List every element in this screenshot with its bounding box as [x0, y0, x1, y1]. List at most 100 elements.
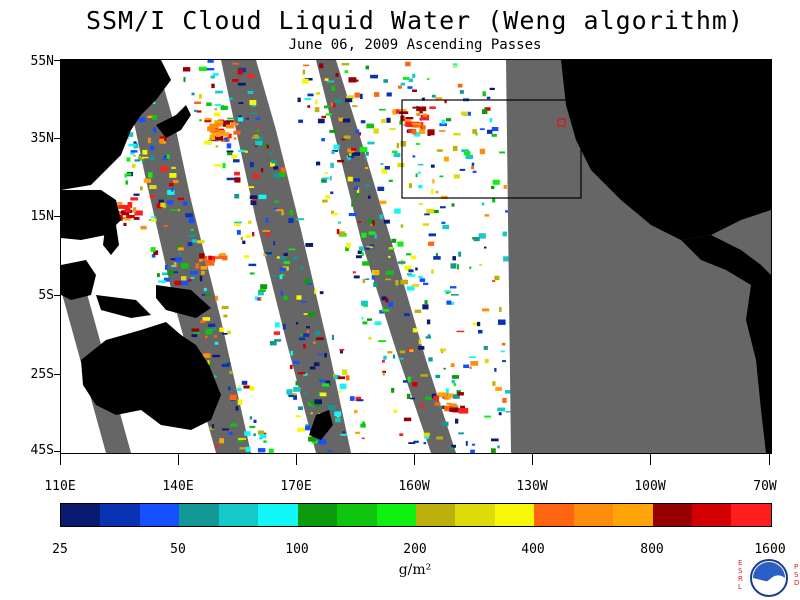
cloud-water-cell [406, 393, 411, 399]
cloud-water-cell [324, 172, 328, 175]
cloud-water-cell [297, 97, 301, 103]
colorbar-swatch [731, 504, 771, 526]
cloud-water-cell [440, 195, 448, 199]
cloud-water-cell [384, 166, 390, 170]
cloud-water-cell [451, 294, 459, 296]
cloud-water-cell [270, 152, 273, 155]
cloud-water-cell [427, 334, 431, 337]
cloud-water-cell [140, 225, 147, 230]
cloud-water-cell [400, 279, 409, 285]
cloud-water-cell [503, 185, 507, 189]
cloud-water-cell [304, 98, 312, 100]
cloud-water-cell [179, 252, 182, 256]
cloud-water-cell [315, 402, 321, 407]
cloud-water-cell [430, 164, 435, 168]
cloud-water-cell [134, 210, 143, 216]
cloud-water-cell [237, 440, 244, 443]
colorbar-swatch [415, 504, 456, 526]
cloud-water-cell [439, 175, 444, 178]
cloud-water-cell [207, 60, 214, 63]
cloud-water-cell [395, 280, 399, 286]
cloud-water-cell [408, 274, 416, 277]
cloud-water-cell [191, 328, 200, 332]
land-japan [156, 105, 191, 138]
cloud-water-cell [314, 399, 322, 405]
cloud-water-cell [483, 346, 488, 350]
cloud-water-cell [276, 256, 280, 259]
cloud-water-cell [205, 293, 211, 296]
cloud-water-cell [133, 217, 140, 220]
cloud-water-cell [422, 116, 427, 120]
cloud-water-cell [298, 337, 306, 341]
cloud-water-cell [260, 284, 268, 290]
cloud-water-cell [444, 99, 447, 104]
cloud-water-cell [429, 106, 436, 109]
cloud-water-cell [412, 106, 418, 109]
cloud-water-cell [248, 263, 257, 267]
cloud-water-cell [223, 132, 229, 137]
cloud-water-cell [391, 238, 397, 243]
cloud-water-cell [203, 287, 207, 292]
cloud-water-cell [172, 180, 179, 184]
cloud-water-cell [469, 266, 472, 269]
cloud-water-cell [317, 353, 323, 356]
cloud-water-cell [150, 247, 156, 252]
cloud-water-cell [130, 197, 139, 201]
cloud-water-cell [252, 197, 257, 201]
cloud-water-cell [424, 435, 429, 439]
cloud-water-cell [498, 412, 502, 416]
cloud-water-cell [481, 202, 485, 206]
cloud-water-cell [204, 117, 212, 122]
cloud-water-cell [238, 149, 246, 153]
cloud-water-cell [499, 307, 502, 312]
cloud-water-cell [321, 179, 326, 182]
cloud-water-cell [363, 305, 368, 308]
cloud-water-cell [313, 341, 316, 344]
cloud-water-cell [423, 432, 430, 437]
colorbar-swatch [376, 504, 416, 526]
cloud-water-cell [303, 333, 310, 337]
cloud-water-cell [258, 430, 264, 435]
cloud-water-cell [330, 162, 334, 168]
cloud-water-cell [378, 340, 387, 342]
colorbar-label: 100 [285, 542, 309, 557]
cloud-water-cell [305, 391, 308, 395]
colorbar-swatch [613, 504, 653, 526]
cloud-water-cell [333, 144, 340, 149]
cloud-water-cell [282, 324, 286, 330]
cloud-water-cell [451, 375, 460, 379]
cloud-water-cell [328, 404, 336, 411]
map-canvas [61, 60, 771, 453]
cloud-water-cell [149, 195, 156, 198]
cloud-water-cell [212, 326, 216, 331]
cloud-water-cell [206, 102, 212, 107]
cloud-water-cell [452, 65, 458, 68]
cloud-water-cell [194, 101, 201, 104]
cloud-water-cell [302, 69, 305, 75]
cloud-water-cell [492, 381, 496, 386]
cloud-water-cell [497, 407, 506, 412]
cloud-water-cell [214, 375, 217, 378]
cloud-water-cell [423, 113, 428, 118]
cloud-water-cell [273, 166, 279, 170]
cloud-water-cell [259, 289, 266, 292]
cloud-water-cell [449, 403, 457, 408]
cloud-water-cell [482, 308, 490, 312]
cloud-water-cell [324, 78, 329, 81]
land-philippines [103, 220, 119, 255]
cloud-water-cell [339, 231, 346, 236]
cloud-water-cell [190, 277, 195, 279]
cloud-water-cell [395, 109, 400, 114]
cloud-water-cell [245, 446, 251, 452]
cloud-water-cell [386, 92, 392, 97]
cloud-water-cell [308, 436, 316, 442]
cloud-water-cell [327, 450, 332, 452]
cloud-water-cell [251, 136, 260, 139]
cloud-water-cell [234, 171, 240, 176]
cloud-water-cell [335, 417, 341, 423]
cloud-water-cell [422, 223, 429, 226]
cloud-water-cell [231, 154, 238, 159]
cloud-water-cell [492, 197, 496, 203]
cloud-water-cell [418, 203, 423, 205]
